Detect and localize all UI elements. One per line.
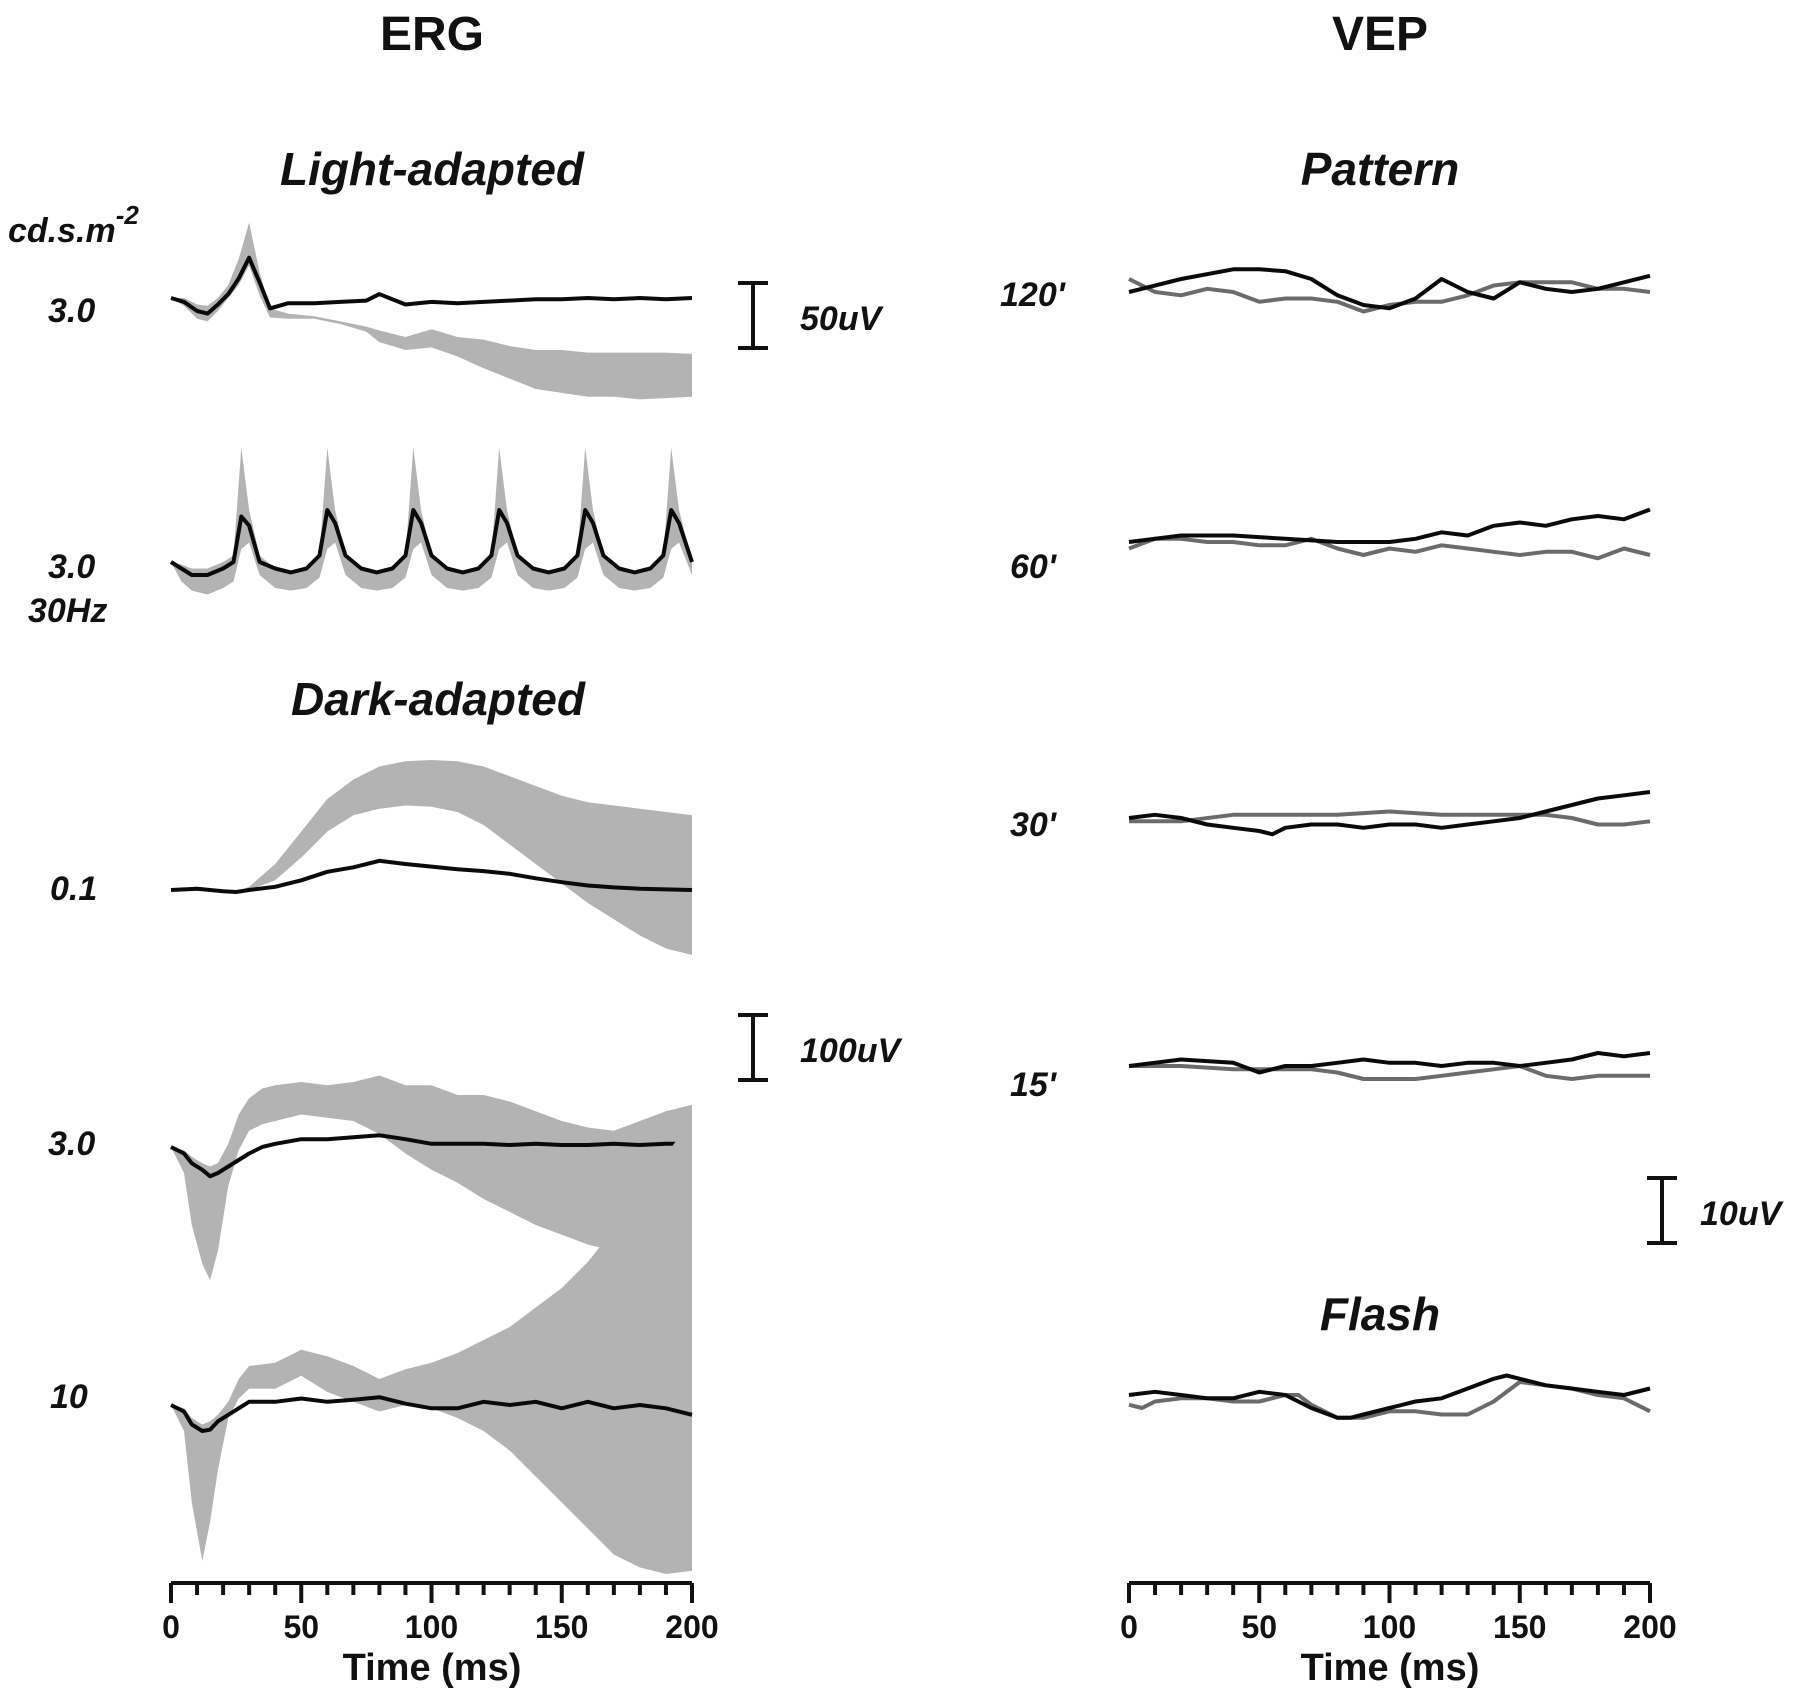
section-title-flash: Flash [1320,1288,1440,1340]
erg-x-tick-label: 200 [665,1609,718,1645]
vep-trace-black [1128,1051,1651,1075]
erg-ticks: 0 50 100 150 200 [162,1583,719,1645]
unit-label-base: cd.s.m [8,212,116,250]
erg-x-tick-label: 50 [283,1609,319,1645]
vep-trace-grey [1128,536,1651,561]
erg-label-la-3: 3.0 [48,292,95,330]
vep-trace-black [1128,790,1651,837]
erg-label-da-10: 10 [50,1378,88,1416]
vep-x-tick-label: 150 [1493,1609,1546,1645]
vep-label-60: 60' [1010,548,1058,586]
vep-trace-black [1128,267,1651,311]
vep-trace-black [1128,1373,1651,1420]
unit-label: cd.s.m-2 [8,200,139,250]
vep-x-tick-label: 100 [1363,1609,1416,1645]
vep-x-axis: 0 50 100 150 200 [1120,1581,1677,1645]
erg-traces [169,222,694,1574]
scale-bar-10uv-label: 10uV [1700,1195,1785,1233]
erg-label-la-30hz: 3.0 [48,548,95,586]
erg-x-tick-label: 0 [162,1609,180,1645]
vep-x-tick-label: 50 [1241,1609,1277,1645]
scale-bar-100uv [738,1013,768,1082]
vep-label-15: 15' [1010,1066,1058,1104]
erg-normal-range-band [171,1075,692,1281]
vep-trace-black [1128,507,1651,544]
erg-x-tick-label: 100 [405,1609,458,1645]
erg-header: ERG [380,8,484,61]
vep-trace-grey [1129,809,1651,827]
erg-x-tick-label: 150 [535,1609,588,1645]
erg-label-la-30hz-freq: 30Hz [28,592,107,630]
vep-x-tick-label: 200 [1623,1609,1676,1645]
section-title-pattern: Pattern [1301,143,1459,195]
section-title-light-adapted: Light-adapted [280,143,585,195]
scale-bar-50uv [738,281,768,350]
erg-normal-range-band [171,447,692,595]
unit-label-exponent: -2 [116,200,140,230]
vep-header: VEP [1332,8,1428,61]
erg-patient-trace [170,1133,692,1179]
vep-traces [1128,267,1651,1420]
erg-normal-range-band [171,760,692,955]
vep-trace-grey [1129,1064,1650,1081]
erg-patient-trace [170,1395,693,1433]
vep-label-120: 120' [1000,276,1067,314]
erg-normal-range-band [171,222,692,400]
erg-label-da-01: 0.1 [50,870,97,908]
vep-x-tick-label: 0 [1120,1609,1138,1645]
erg-x-axis: 0 50 100 150 200 [162,1581,719,1645]
section-title-dark-adapted: Dark-adapted [291,673,586,725]
vep-ticks: 0 50 100 150 200 [1120,1583,1677,1645]
erg-patient-trace [170,858,693,894]
vep-label-30: 30' [1010,806,1058,844]
erg-patient-trace [169,508,694,577]
vep-x-axis-label: Time (ms) [1301,1647,1480,1689]
erg-normal-range-band [171,1119,692,1574]
scale-bar-50uv-label: 50uV [800,300,885,338]
scale-bar-100uv-label: 100uV [800,1032,903,1070]
vep-trace-grey [1128,277,1651,314]
scale-bar-10uv [1647,1176,1677,1245]
erg-x-axis-label: Time (ms) [343,1647,522,1689]
erg-patient-trace [170,255,693,316]
erg-label-da-3: 3.0 [48,1125,95,1163]
